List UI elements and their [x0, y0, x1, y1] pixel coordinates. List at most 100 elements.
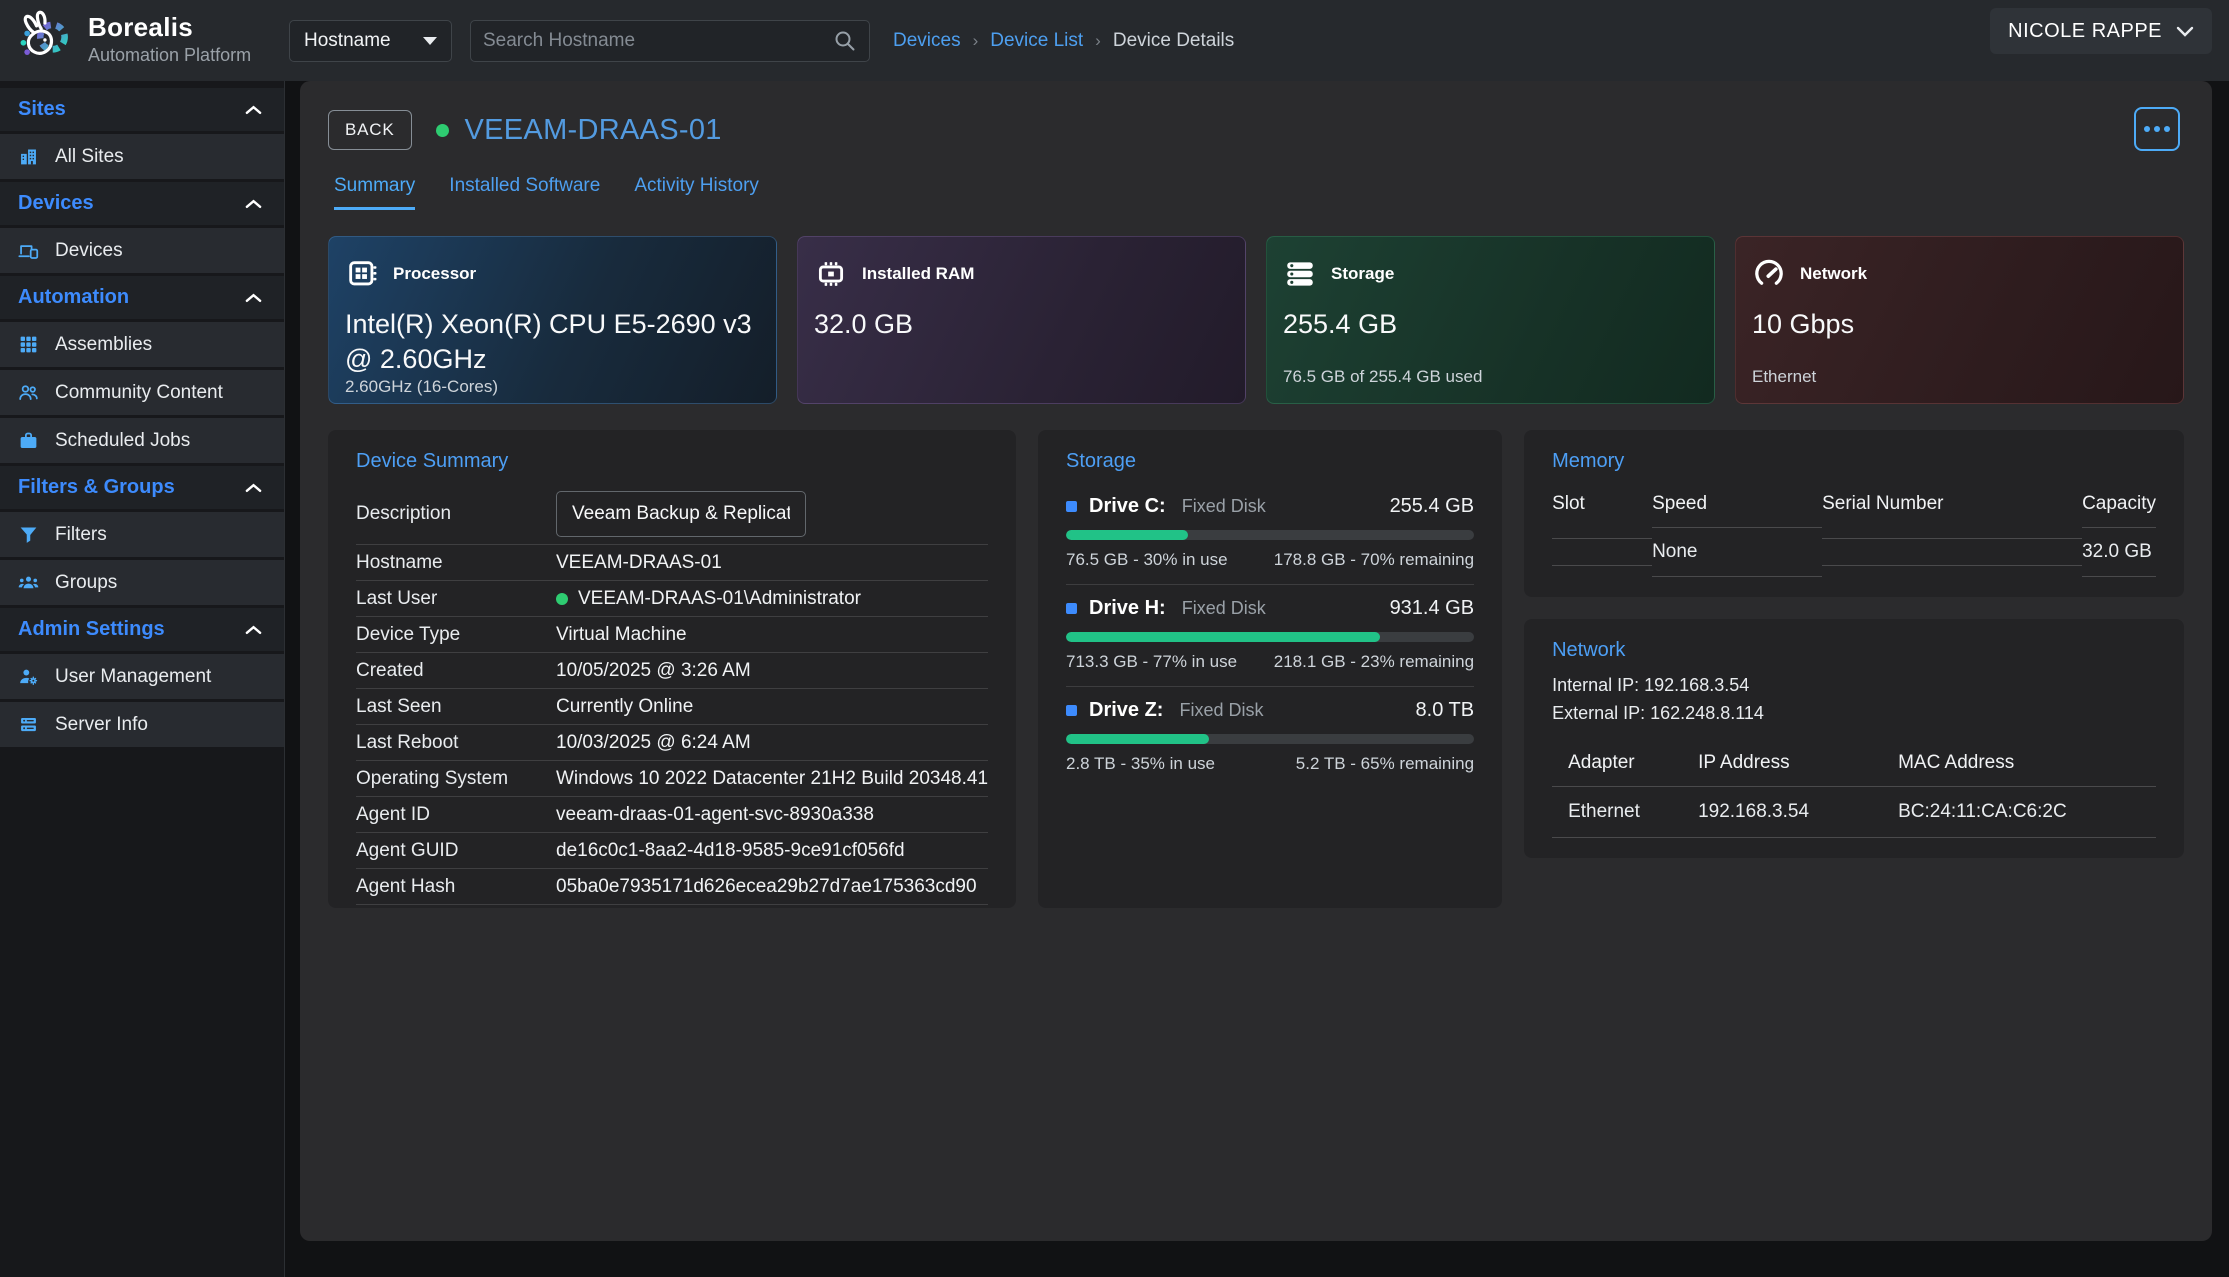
- storage-panel: Storage Drive C: Fixed Disk 255.4 GB 76.…: [1038, 430, 1502, 908]
- search-icon[interactable]: [833, 29, 857, 53]
- user-menu[interactable]: NICOLE RAPPE: [1990, 8, 2212, 54]
- memory-title: Memory: [1552, 450, 2156, 473]
- drive-remaining-text: 218.1 GB - 23% remaining: [1274, 652, 1474, 672]
- brand-name: Borealis: [88, 12, 251, 43]
- memory-header-speed: Speed: [1652, 483, 1822, 527]
- sidebar-section-label: Devices: [18, 192, 94, 215]
- drive-remaining-text: 5.2 TB - 65% remaining: [1296, 754, 1474, 774]
- tab-installed-software[interactable]: Installed Software: [449, 175, 600, 210]
- back-button[interactable]: BACK: [328, 110, 412, 150]
- card-title: Installed RAM: [862, 264, 974, 284]
- sidebar-item-all-sites[interactable]: All Sites: [0, 134, 284, 179]
- drive-usage-bar: [1066, 734, 1474, 744]
- sidebar-section-admin-settings[interactable]: Admin Settings: [0, 608, 284, 651]
- chevron-down-icon: [2176, 26, 2194, 37]
- memory-header-slot: Slot: [1552, 483, 1652, 527]
- summary-row-description: Description: [356, 483, 988, 545]
- drive-bullet-icon: [1066, 501, 1077, 512]
- chevron-up-icon: [245, 625, 262, 635]
- ellipsis-icon: [2164, 126, 2170, 132]
- stat-card-processor: Processor Intel(R) Xeon(R) CPU E5-2690 v…: [328, 236, 777, 404]
- sidebar-item-label: Filters: [55, 524, 107, 546]
- user-name: NICOLE RAPPE: [2008, 20, 2162, 43]
- sidebar-item-label: User Management: [55, 666, 211, 688]
- summary-row-last-seen: Last Seen Currently Online: [356, 689, 988, 725]
- network-header-ip: IP Address: [1682, 744, 1882, 786]
- search-box: [470, 20, 870, 62]
- sidebar-section-sites[interactable]: Sites: [0, 88, 284, 131]
- online-status-dot: [556, 593, 568, 605]
- device-summary-title: Device Summary: [356, 450, 988, 473]
- page-title: VEEAM-DRAAS-01: [465, 114, 722, 147]
- summary-row-agent-id: Agent ID veeam-draas-01-agent-svc-8930a3…: [356, 797, 988, 833]
- breadcrumb-devices[interactable]: Devices: [893, 30, 961, 52]
- breadcrumb-separator-icon: ›: [973, 31, 979, 51]
- drive-row-h: Drive H: Fixed Disk 931.4 GB 713.3 GB - …: [1066, 585, 1474, 687]
- gauge-icon: [1752, 257, 1786, 291]
- caret-down-icon: [423, 37, 437, 45]
- sidebar-item-user-management[interactable]: User Management: [0, 654, 284, 699]
- sidebar-item-label: Scheduled Jobs: [55, 430, 190, 452]
- server-icon: [18, 714, 39, 735]
- sidebar-item-groups[interactable]: Groups: [0, 560, 284, 605]
- page-header: BACK VEEAM-DRAAS-01: [328, 107, 2184, 153]
- card-title: Processor: [393, 264, 476, 284]
- description-input[interactable]: [556, 491, 806, 537]
- device-details-panel: BACK VEEAM-DRAAS-01 Summary Installed So…: [300, 81, 2212, 1241]
- breadcrumb-separator-icon: ›: [1095, 31, 1101, 51]
- tab-summary[interactable]: Summary: [334, 175, 415, 210]
- tab-activity-history[interactable]: Activity History: [634, 175, 759, 210]
- sidebar-item-label: Server Info: [55, 714, 148, 736]
- sidebar-item-server-info[interactable]: Server Info: [0, 702, 284, 747]
- sidebar-item-label: All Sites: [55, 146, 124, 168]
- chevron-up-icon: [245, 293, 262, 303]
- drive-row-z: Drive Z: Fixed Disk 8.0 TB 2.8 TB - 35% …: [1066, 687, 1474, 788]
- content-row: Device Summary Description Hostname VEEA…: [328, 430, 2184, 908]
- drive-row-c: Drive C: Fixed Disk 255.4 GB 76.5 GB - 3…: [1066, 483, 1474, 585]
- network-header-mac: MAC Address: [1882, 744, 2156, 786]
- sidebar-item-label: Assemblies: [55, 334, 152, 356]
- sidebar-item-label: Devices: [55, 240, 123, 262]
- summary-row-last-user: Last User VEEAM-DRAAS-01\Administrator: [356, 581, 988, 617]
- more-actions-button[interactable]: [2134, 107, 2180, 151]
- memory-panel: Memory Slot Speed Serial Number Capacity…: [1524, 430, 2184, 597]
- sidebar-item-scheduled-jobs[interactable]: Scheduled Jobs: [0, 418, 284, 463]
- stat-card-network: Network 10 Gbps Ethernet: [1735, 236, 2184, 404]
- sidebar: Sites All Sites Devices Devices Automati…: [0, 81, 285, 1277]
- brand: Borealis Automation Platform: [14, 8, 251, 70]
- app-root: Borealis Automation Platform Hostname De…: [0, 0, 2229, 1277]
- card-title: Storage: [1331, 264, 1394, 284]
- sidebar-section-label: Filters & Groups: [18, 476, 175, 499]
- summary-row-hostname: Hostname VEEAM-DRAAS-01: [356, 545, 988, 581]
- people-icon: [18, 382, 39, 403]
- sidebar-item-community-content[interactable]: Community Content: [0, 370, 284, 415]
- summary-row-device-type: Device Type Virtual Machine: [356, 617, 988, 653]
- breadcrumb-device-list[interactable]: Device List: [990, 30, 1083, 52]
- search-input[interactable]: [483, 30, 833, 52]
- card-value: Intel(R) Xeon(R) CPU E5-2690 v3 @ 2.60GH…: [345, 307, 760, 377]
- groups-icon: [18, 572, 39, 593]
- sidebar-item-devices[interactable]: Devices: [0, 228, 284, 273]
- network-panel: Network Internal IP: 192.168.3.54 Extern…: [1524, 619, 2184, 858]
- sidebar-section-label: Automation: [18, 286, 129, 309]
- topbar: Borealis Automation Platform Hostname De…: [0, 0, 2229, 81]
- summary-row-operating-system: Operating System Windows 10 2022 Datacen…: [356, 761, 988, 797]
- drive-usage-bar: [1066, 530, 1474, 540]
- sidebar-section-devices[interactable]: Devices: [0, 182, 284, 225]
- card-value: 255.4 GB: [1283, 307, 1698, 342]
- sidebar-item-assemblies[interactable]: Assemblies: [0, 322, 284, 367]
- card-value: 32.0 GB: [814, 307, 1229, 342]
- hostname-filter-label: Hostname: [304, 30, 391, 52]
- external-ip-value: 162.248.8.114: [1650, 703, 1764, 723]
- chevron-up-icon: [245, 199, 262, 209]
- sidebar-section-automation[interactable]: Automation: [0, 276, 284, 319]
- sidebar-item-filters[interactable]: Filters: [0, 512, 284, 557]
- hostname-filter-select[interactable]: Hostname: [289, 20, 452, 62]
- memory-cell-speed: None: [1652, 527, 1822, 577]
- summary-row-agent-guid: Agent GUID de16c0c1-8aa2-4d18-9585-9ce91…: [356, 833, 988, 869]
- network-adapter-table: Adapter IP Address MAC Address Ethernet …: [1552, 744, 2156, 838]
- ellipsis-icon: [2154, 126, 2160, 132]
- card-subtext: Ethernet: [1752, 367, 2167, 387]
- sidebar-section-filters-groups[interactable]: Filters & Groups: [0, 466, 284, 509]
- drive-usage-bar: [1066, 632, 1474, 642]
